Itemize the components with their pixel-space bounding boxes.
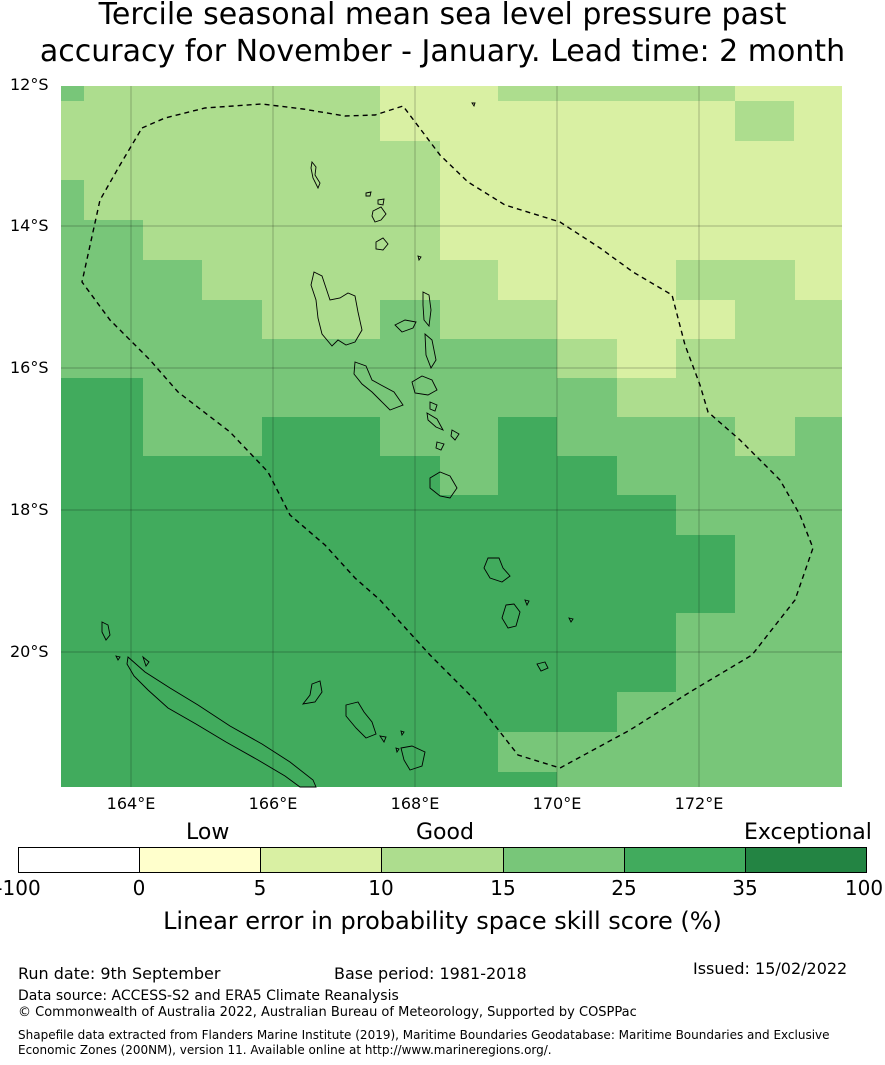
colorbar-tick: 25 bbox=[611, 876, 637, 900]
skill-grid-cell bbox=[735, 101, 794, 141]
data-source: Data source: ACCESS-S2 and ERA5 Climate … bbox=[18, 988, 399, 1004]
lat-label-16s: 16°S bbox=[10, 358, 49, 377]
skill-grid-cell bbox=[676, 86, 735, 101]
chart-title-line-1: Tercile seasonal mean sea level pressure… bbox=[98, 0, 787, 32]
colorbar-segment bbox=[140, 848, 262, 872]
colorbar-title: Linear error in probability space skill … bbox=[163, 907, 722, 935]
lon-label-172e: 172°E bbox=[674, 794, 724, 813]
colorbar-tick: 10 bbox=[368, 876, 394, 900]
skill-score-map bbox=[61, 86, 842, 788]
lon-label-166e: 166°E bbox=[248, 794, 298, 813]
colorbar-tick: 35 bbox=[732, 876, 758, 900]
graticule-lines bbox=[61, 86, 842, 787]
colorbar-segment bbox=[624, 848, 746, 872]
skill-grid-cell bbox=[617, 378, 676, 417]
lon-label-164e: 164°E bbox=[106, 794, 156, 813]
colorbar-segment bbox=[19, 848, 141, 872]
lon-label-168e: 168°E bbox=[390, 794, 440, 813]
legend-category-good: Good bbox=[416, 820, 474, 845]
run-date: Run date: 9th September bbox=[18, 964, 221, 983]
lon-label-170e: 170°E bbox=[532, 794, 582, 813]
lat-label-14s: 14°S bbox=[10, 216, 49, 235]
copyright-notice: © Commonwealth of Australia 2022, Austra… bbox=[18, 1005, 637, 1020]
skill-grid-cells bbox=[61, 86, 842, 787]
legend-category-exceptional: Exceptional bbox=[744, 820, 872, 845]
skill-grid-cell bbox=[498, 732, 557, 772]
colorbar bbox=[18, 847, 867, 873]
skill-grid-cell bbox=[498, 86, 558, 101]
colorbar-tick: -100 bbox=[0, 876, 41, 900]
lat-label-20s: 20°S bbox=[10, 642, 49, 661]
base-period: Base period: 1981-2018 bbox=[334, 964, 527, 983]
colorbar-tick: 5 bbox=[253, 876, 267, 900]
skill-grid-region bbox=[61, 378, 735, 787]
colorbar-segment bbox=[261, 848, 383, 872]
colorbar-segment bbox=[503, 848, 625, 872]
skill-grid-region bbox=[380, 86, 842, 378]
shapefile-credit-line-1: Shapefile data extracted from Flanders M… bbox=[18, 1028, 830, 1042]
lat-label-12s: 12°S bbox=[10, 75, 49, 94]
chart-title-line-2: accuracy for November - January. Lead ti… bbox=[39, 34, 846, 69]
vanuatu-islands bbox=[310, 102, 574, 672]
colorbar-tick: 0 bbox=[132, 876, 146, 900]
lat-label-18s: 18°S bbox=[10, 500, 49, 519]
issued-date: Issued: 15/02/2022 bbox=[693, 959, 848, 978]
shapefile-credit-line-2: Economic Zones (200NM), version 11. Avai… bbox=[18, 1043, 552, 1057]
colorbar-tick: 15 bbox=[490, 876, 516, 900]
new-caledonia-islands bbox=[101, 621, 426, 788]
colorbar-tick: 100 bbox=[844, 876, 884, 900]
colorbar-segment bbox=[745, 848, 866, 872]
legend-category-low: Low bbox=[186, 820, 230, 845]
colorbar-segment bbox=[382, 848, 504, 872]
